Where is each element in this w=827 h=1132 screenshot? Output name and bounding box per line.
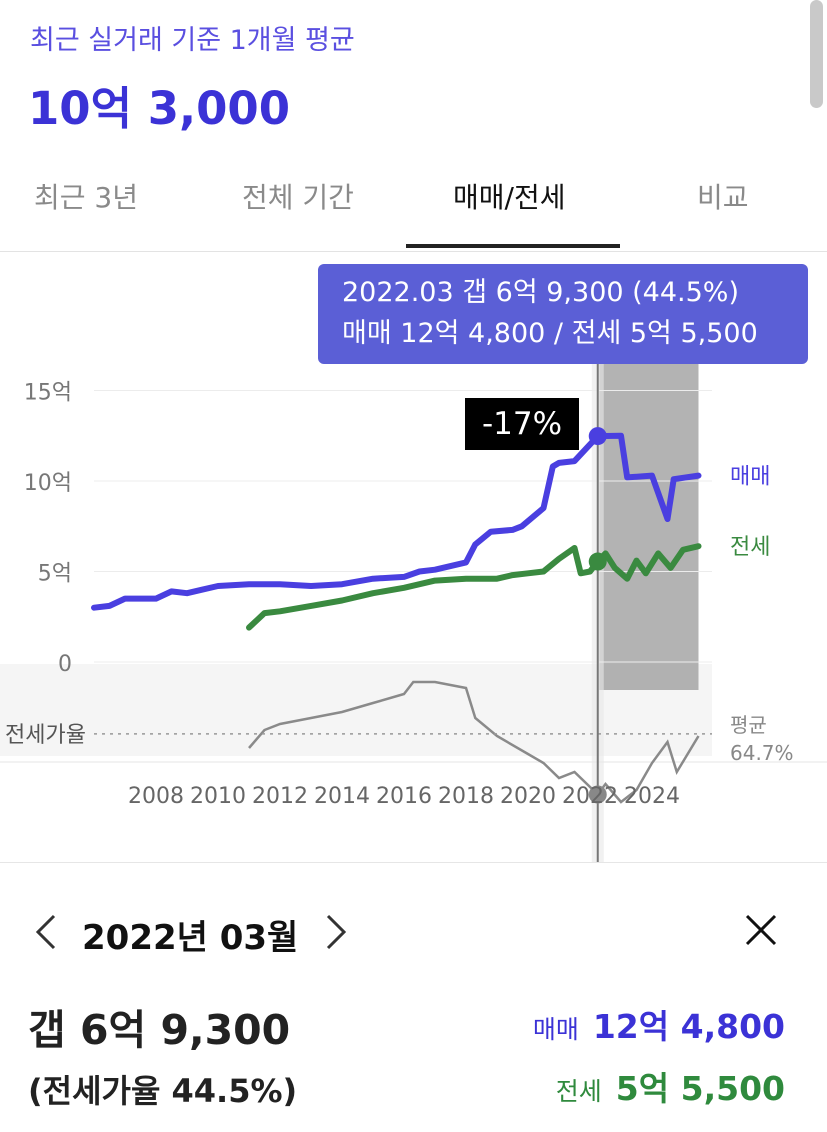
x-tick-label: 2020: [500, 784, 556, 809]
x-tick-label: 2022: [562, 784, 618, 809]
tab-recent-3-years[interactable]: 최근 3년: [34, 181, 138, 214]
y-tick-label: 15억: [24, 381, 72, 406]
tab-compare[interactable]: 비교: [697, 181, 749, 214]
chevron-right-icon[interactable]: [318, 910, 352, 954]
x-tick-label: 2008: [128, 784, 184, 809]
shaded-region: [599, 362, 699, 690]
jeonse-price-line: [246, 543, 702, 631]
x-tick-label: 2012: [252, 784, 308, 809]
sale-price-line: [91, 432, 702, 611]
x-tick-label: 2010: [190, 784, 246, 809]
sale-selected-marker: [588, 427, 607, 446]
y-tick-label: 0: [58, 652, 72, 677]
tooltip-gap-line: 2022.03 갭 6억 9,300 (44.5%): [342, 277, 739, 308]
jeonse-selected-marker: [588, 552, 607, 571]
change-badge: -17%: [465, 398, 579, 450]
tabs-divider: [0, 251, 827, 252]
x-tick-label: 2014: [314, 784, 370, 809]
active-tab-indicator: [406, 244, 620, 248]
y-tick-label: 10억: [24, 471, 72, 496]
tooltip-price-line: 매매 12억 4,800 / 전세 5억 5,500: [342, 318, 758, 349]
jeonse-ratio-line: [248, 680, 700, 804]
x-tick-label: 2024: [624, 784, 680, 809]
jeonse-price-row: 전세 5억 5,500: [556, 1062, 785, 1110]
close-icon[interactable]: [742, 911, 780, 949]
average-price: 10억 3,000: [28, 82, 291, 135]
jeonse-label: 전세: [555, 1077, 602, 1106]
jeonse-value: 5억 5,500: [615, 1069, 785, 1108]
ratio-band-label: 전세가율: [5, 723, 86, 748]
y-tick-label: 5억: [38, 562, 72, 587]
sale-value: 12억 4,800: [592, 1007, 785, 1046]
x-tick-label: 2018: [438, 784, 494, 809]
gap-value: 갭 6억 9,300: [28, 1006, 291, 1054]
chart-tooltip: 2022.03 갭 6억 9,300 (44.5%) 매매 12억 4,800 …: [318, 264, 808, 364]
jeonse-series-label: 전세: [730, 535, 770, 560]
ratio-average-value: 64.7%: [730, 741, 794, 765]
sale-series-label: 매매: [730, 465, 770, 490]
page-subtitle: 최근 실거래 기준 1개월 평균: [30, 25, 355, 56]
panel-divider: [0, 862, 827, 863]
chevron-left-icon[interactable]: [30, 910, 64, 954]
tab-sale-jeonse[interactable]: 매매/전세: [453, 181, 566, 214]
sale-label: 매매: [532, 1015, 579, 1044]
x-tick-label: 2016: [376, 784, 432, 809]
sale-price-row: 매매 12억 4,800: [533, 1000, 785, 1048]
tab-all-period[interactable]: 전체 기간: [242, 181, 354, 214]
jeonse-ratio: (전세가율 44.5%): [28, 1072, 298, 1110]
ratio-average-label: 평균: [730, 713, 767, 737]
scrollbar-thumb[interactable]: [810, 0, 823, 108]
detail-date: 2022년 03월: [82, 918, 299, 958]
ratio-selected-marker: [588, 785, 607, 804]
